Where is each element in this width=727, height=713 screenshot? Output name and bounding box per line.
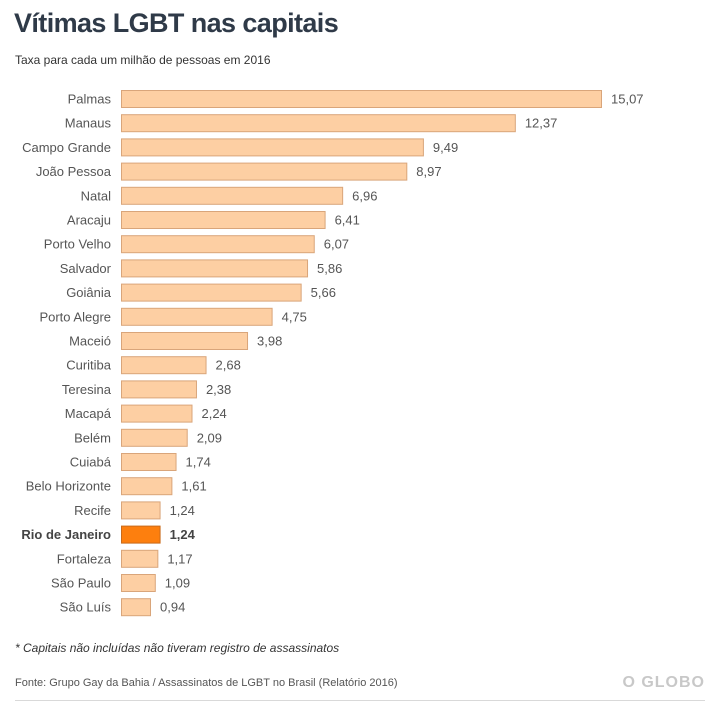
category-label: Teresina (62, 382, 112, 397)
bar (121, 211, 326, 229)
value-label: 1,09 (165, 576, 190, 591)
value-label: 5,66 (311, 285, 336, 300)
bar (121, 283, 302, 302)
category-label: Salvador (60, 261, 112, 276)
bar-row: Maceió 3,98 (69, 332, 282, 350)
category-label: Porto Alegre (39, 309, 111, 324)
value-label: 6,96 (352, 188, 377, 203)
bar (121, 549, 159, 568)
category-label: Fortaleza (57, 551, 112, 566)
bar-row: Natal 6,96 (81, 186, 377, 205)
value-label: 2,68 (216, 358, 241, 373)
value-label: 3,98 (257, 334, 282, 349)
value-label: 6,41 (335, 213, 360, 228)
category-label: Curitiba (66, 358, 112, 373)
category-label: Palmas (68, 92, 112, 107)
value-label: 9,49 (433, 140, 458, 155)
category-label: João Pessoa (36, 164, 112, 179)
bar (121, 598, 152, 617)
bar-row: São Paulo 1,09 (51, 574, 190, 592)
value-label: 2,24 (201, 406, 226, 421)
bar (121, 259, 309, 278)
source-note: Fonte: Grupo Gay da Bahia / Assassinatos… (15, 677, 398, 689)
chart-title: Vítimas LGBT nas capitais (14, 8, 339, 38)
category-label: Cuiabá (70, 455, 112, 470)
bar (121, 138, 424, 157)
bar-row: Rio de Janeiro 1,24 (21, 525, 196, 544)
category-label: São Luís (60, 600, 112, 615)
value-label: 12,37 (525, 116, 558, 131)
value-label: 1,24 (170, 527, 196, 542)
bar-row: Palmas 15,07 (68, 90, 644, 108)
value-label: 15,07 (611, 92, 644, 107)
bar-row: Belo Horizonte 1,61 (26, 477, 207, 496)
bar-row: João Pessoa 8,97 (36, 162, 442, 181)
footer-divider (15, 700, 705, 701)
value-label: 2,38 (206, 382, 231, 397)
category-label: Manaus (65, 116, 112, 131)
bar-row: Recife 1,24 (74, 501, 195, 520)
bar-row: Campo Grande 9,49 (22, 138, 458, 157)
bar-row: Porto Alegre 4,75 (39, 307, 307, 326)
bar-chart: Palmas 15,07 Manaus 12,37 Campo Grande 9,49 Jo… (21, 90, 644, 617)
bar (121, 114, 516, 133)
category-label: Porto Velho (44, 237, 111, 252)
value-label: 2,09 (197, 430, 222, 445)
value-label: 1,74 (186, 455, 211, 470)
bar-highlighted (121, 525, 161, 544)
category-label: Belo Horizonte (26, 479, 111, 494)
value-label: 4,75 (282, 309, 307, 324)
bar-row: Teresina 2,38 (62, 380, 231, 399)
bar (121, 90, 602, 108)
brand-logo: O GLOBO (622, 674, 705, 691)
bar (121, 235, 315, 254)
category-label: Belém (74, 430, 111, 445)
category-label: Maceió (69, 334, 111, 349)
value-label: 1,24 (170, 503, 195, 518)
bar-row: Salvador 5,86 (60, 259, 342, 278)
value-label: 0,94 (160, 600, 185, 615)
bar (121, 186, 344, 205)
bar-row: Porto Velho 6,07 (44, 235, 349, 254)
category-label: Aracaju (67, 213, 111, 228)
category-label: Campo Grande (22, 140, 111, 155)
bar (121, 477, 173, 496)
bar-row: Cuiabá 1,74 (70, 453, 211, 471)
bar (121, 501, 161, 520)
value-label: 1,61 (181, 479, 206, 494)
bar-row: Belém 2,09 (74, 428, 222, 447)
category-label: São Paulo (51, 576, 111, 591)
bar (121, 356, 207, 375)
bar (121, 574, 156, 592)
bar-row: Curitiba 2,68 (66, 356, 241, 375)
bar-row: São Luís 0,94 (60, 598, 185, 617)
bar-row: Macapá 2,24 (65, 404, 227, 423)
bar-row: Aracaju 6,41 (67, 211, 360, 229)
category-label: Goiânia (66, 285, 112, 300)
bar-row: Goiânia 5,66 (66, 283, 336, 302)
bar (121, 162, 408, 181)
footnote: * Capitais não incluídas não tiveram reg… (15, 641, 340, 655)
value-label: 6,07 (324, 237, 349, 252)
chart-subtitle: Taxa para cada um milhão de pessoas em 2… (15, 53, 271, 67)
bar (121, 380, 197, 399)
category-label: Recife (74, 503, 111, 518)
bar (121, 428, 188, 447)
bar (121, 307, 273, 326)
bar-row: Manaus 12,37 (65, 114, 558, 133)
bar-row: Fortaleza 1,17 (57, 549, 193, 568)
bar (121, 404, 193, 423)
value-label: 1,17 (167, 551, 192, 566)
bar (121, 332, 249, 350)
value-label: 8,97 (416, 164, 441, 179)
category-label: Natal (81, 188, 111, 203)
category-label: Rio de Janeiro (21, 527, 111, 542)
value-label: 5,86 (317, 261, 342, 276)
bar (121, 453, 177, 471)
category-label: Macapá (65, 406, 112, 421)
